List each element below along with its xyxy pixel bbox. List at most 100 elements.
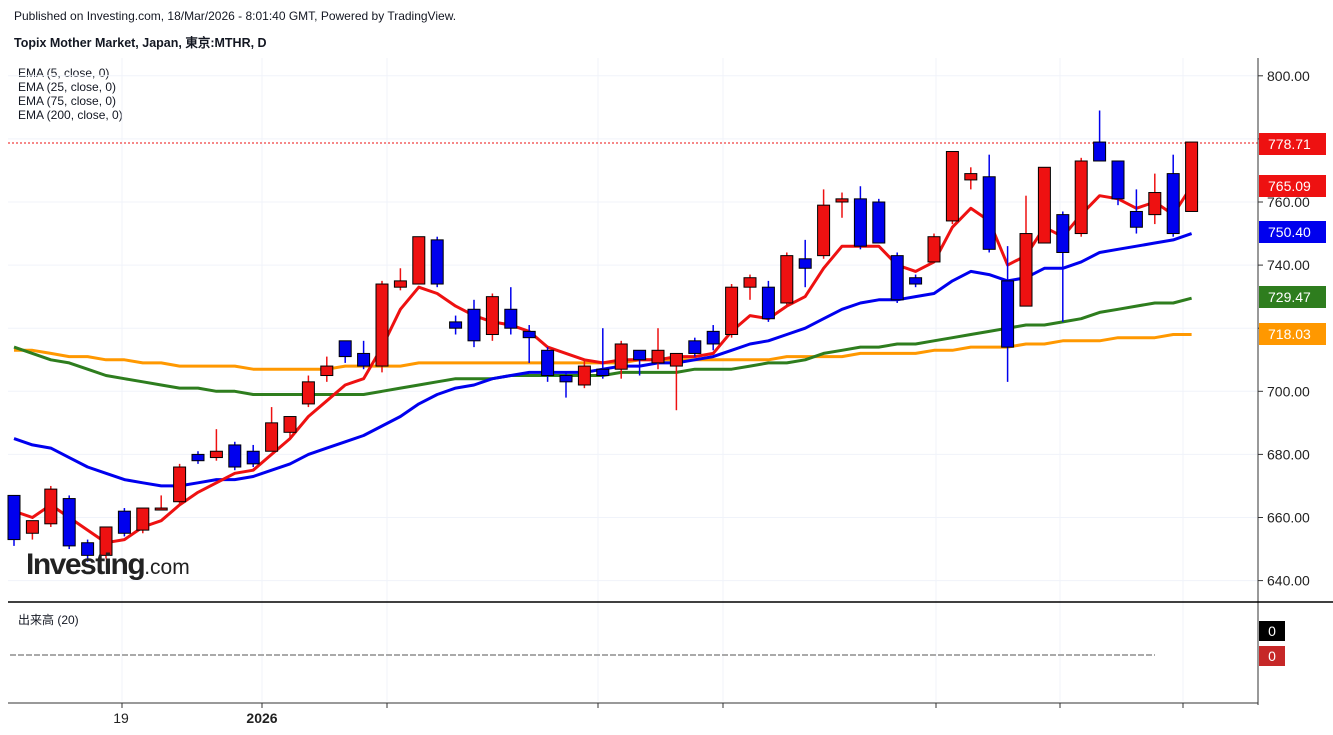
candle bbox=[982, 154, 996, 253]
candle bbox=[927, 233, 941, 263]
candle bbox=[357, 340, 371, 370]
candle-body bbox=[301, 381, 315, 405]
y-tick-label: 660.00 bbox=[1267, 510, 1310, 526]
candle-body bbox=[835, 198, 849, 203]
candle bbox=[412, 236, 426, 285]
candle-body bbox=[81, 542, 95, 556]
candle-body bbox=[1056, 214, 1070, 253]
candle bbox=[706, 325, 720, 351]
last-value-box bbox=[1259, 323, 1326, 345]
candle bbox=[872, 198, 886, 244]
candle-body bbox=[1129, 210, 1143, 228]
candle-body bbox=[283, 416, 297, 433]
candle-body bbox=[449, 321, 463, 329]
last-value-box bbox=[1259, 286, 1326, 308]
candle-body bbox=[1148, 192, 1162, 216]
candle bbox=[725, 284, 739, 338]
candle bbox=[1037, 166, 1051, 244]
last-value-label: 750.40 bbox=[1259, 221, 1326, 243]
y-tick-label: 760.00 bbox=[1267, 194, 1310, 210]
candle-body bbox=[706, 330, 720, 345]
candle-body bbox=[964, 173, 978, 181]
candle bbox=[283, 416, 297, 439]
candle-body bbox=[1037, 166, 1051, 244]
last-value-labels: 778.71 765.09 750.40 729.47 718.03 bbox=[1259, 133, 1326, 345]
legend-ema5: EMA (5, close, 0) bbox=[18, 66, 110, 80]
candle bbox=[393, 268, 407, 291]
y-tick-label: 740.00 bbox=[1267, 257, 1310, 273]
candle-body bbox=[614, 343, 628, 370]
candle-body bbox=[1001, 280, 1015, 348]
candle bbox=[633, 349, 647, 376]
candle bbox=[688, 337, 702, 357]
candle bbox=[320, 356, 334, 382]
candle-body bbox=[817, 204, 831, 257]
last-value-box bbox=[1259, 175, 1326, 197]
candle bbox=[44, 485, 58, 527]
candle bbox=[1093, 110, 1107, 162]
candle bbox=[154, 495, 168, 511]
candle bbox=[559, 372, 573, 398]
candle-body bbox=[191, 453, 205, 462]
volume-value-label: 0 bbox=[1259, 646, 1285, 666]
last-value-label: 765.09 bbox=[1259, 175, 1326, 197]
last-value-text: 729.47 bbox=[1268, 289, 1311, 305]
candle bbox=[99, 526, 113, 559]
candle bbox=[375, 280, 389, 373]
candle-body bbox=[117, 510, 131, 534]
last-value-text: 718.03 bbox=[1268, 326, 1311, 342]
candle-body bbox=[798, 258, 812, 269]
volume-value-box bbox=[1259, 621, 1285, 641]
candle bbox=[1166, 154, 1180, 237]
last-value-text: 765.09 bbox=[1268, 178, 1311, 194]
volume-value-label: 0 bbox=[1259, 621, 1285, 641]
candle bbox=[228, 441, 242, 471]
candle-body bbox=[393, 280, 407, 288]
candle bbox=[1148, 173, 1162, 225]
candle bbox=[117, 508, 131, 537]
candle-body bbox=[228, 444, 242, 468]
indicator-legend: EMA (5, close, 0) EMA (25, close, 0) EMA… bbox=[18, 66, 123, 122]
candle bbox=[1074, 157, 1088, 237]
candle-body bbox=[927, 236, 941, 263]
logo-suffix: .com bbox=[144, 556, 190, 579]
chart-title: Topix Mother Market, Japan, 東京:MTHR, D bbox=[14, 36, 267, 50]
candle bbox=[853, 186, 867, 250]
candle-body bbox=[761, 286, 775, 320]
candle-body bbox=[541, 349, 555, 377]
volume-value-text: 0 bbox=[1268, 623, 1276, 639]
candle bbox=[81, 539, 95, 562]
candle bbox=[136, 507, 150, 534]
last-value-label: 778.71 bbox=[1259, 133, 1326, 155]
volume-pane: 00 bbox=[10, 621, 1285, 666]
candle-body bbox=[173, 466, 187, 503]
candle bbox=[743, 274, 757, 300]
candle-body bbox=[909, 277, 923, 285]
candle-body bbox=[99, 526, 113, 556]
candle-body bbox=[945, 151, 959, 222]
candle-body bbox=[1185, 141, 1199, 212]
candle bbox=[835, 192, 849, 218]
candle bbox=[1129, 189, 1143, 234]
candle bbox=[1019, 195, 1033, 307]
candle bbox=[522, 325, 536, 363]
candle-body bbox=[890, 255, 904, 301]
candle-body bbox=[743, 277, 757, 288]
candle bbox=[301, 375, 315, 408]
candle-body bbox=[780, 255, 794, 304]
candle-body bbox=[485, 296, 499, 336]
last-value-label: 718.03 bbox=[1259, 323, 1326, 345]
published-notice: Published on Investing.com, 18/Mar/2026 … bbox=[14, 9, 457, 23]
grid-lines bbox=[8, 58, 1258, 701]
candle-body bbox=[633, 349, 647, 361]
candle bbox=[449, 315, 463, 335]
candle bbox=[964, 167, 978, 190]
candle bbox=[7, 494, 21, 546]
y-tick-label: 640.00 bbox=[1267, 573, 1310, 589]
last-value-box bbox=[1259, 221, 1326, 243]
candle bbox=[430, 236, 444, 288]
candle bbox=[504, 287, 518, 335]
candle-body bbox=[62, 498, 76, 547]
candle-body bbox=[522, 330, 536, 339]
